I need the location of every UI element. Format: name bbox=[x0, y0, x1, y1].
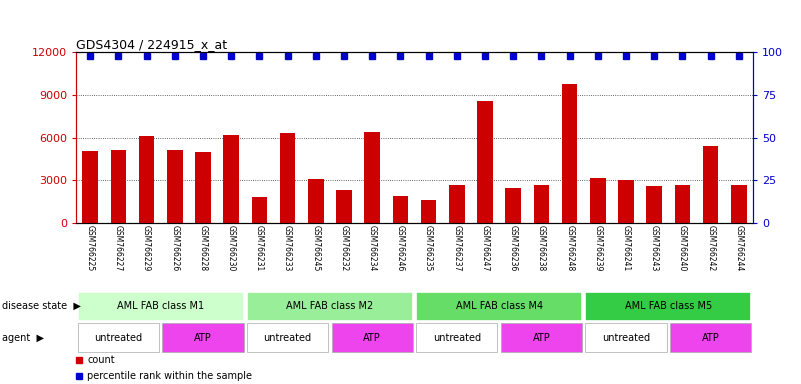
Text: GSM766230: GSM766230 bbox=[227, 225, 235, 271]
Text: GSM766233: GSM766233 bbox=[283, 225, 292, 271]
Text: GSM766247: GSM766247 bbox=[481, 225, 489, 271]
Text: AML FAB class M4: AML FAB class M4 bbox=[456, 301, 543, 311]
Text: GSM766227: GSM766227 bbox=[114, 225, 123, 271]
Bar bbox=[562, 84, 578, 223]
Text: GSM766228: GSM766228 bbox=[199, 225, 207, 271]
Text: ATP: ATP bbox=[702, 333, 719, 343]
Bar bbox=[501, 323, 582, 352]
Bar bbox=[477, 101, 493, 223]
Bar bbox=[505, 187, 521, 223]
Bar bbox=[195, 152, 211, 223]
Bar bbox=[731, 185, 747, 223]
Bar bbox=[417, 291, 582, 321]
Bar bbox=[417, 323, 497, 352]
Text: percentile rank within the sample: percentile rank within the sample bbox=[87, 371, 252, 381]
Bar bbox=[618, 180, 634, 223]
Text: untreated: untreated bbox=[602, 333, 650, 343]
Text: ATP: ATP bbox=[364, 333, 381, 343]
Text: AML FAB class M1: AML FAB class M1 bbox=[117, 301, 204, 311]
Text: GSM766244: GSM766244 bbox=[735, 225, 743, 271]
Text: untreated: untreated bbox=[433, 333, 481, 343]
Text: GSM766237: GSM766237 bbox=[453, 225, 461, 271]
Text: GSM766242: GSM766242 bbox=[706, 225, 715, 271]
Bar bbox=[111, 151, 126, 223]
Text: AML FAB class M2: AML FAB class M2 bbox=[286, 301, 373, 311]
Bar bbox=[83, 151, 98, 223]
Text: GSM766236: GSM766236 bbox=[509, 225, 517, 271]
Text: GDS4304 / 224915_x_at: GDS4304 / 224915_x_at bbox=[76, 38, 227, 51]
Bar bbox=[533, 185, 549, 223]
Text: ATP: ATP bbox=[533, 333, 550, 343]
Text: GSM766241: GSM766241 bbox=[622, 225, 630, 271]
Bar bbox=[586, 323, 666, 352]
Bar bbox=[586, 291, 751, 321]
Bar bbox=[280, 133, 296, 223]
Text: count: count bbox=[87, 354, 115, 365]
Bar bbox=[252, 197, 268, 223]
Bar bbox=[163, 323, 244, 352]
Bar bbox=[703, 146, 718, 223]
Text: GSM766238: GSM766238 bbox=[537, 225, 546, 271]
Text: untreated: untreated bbox=[264, 333, 312, 343]
Text: GSM766240: GSM766240 bbox=[678, 225, 687, 271]
Bar bbox=[223, 135, 239, 223]
Bar bbox=[449, 185, 465, 223]
Text: GSM766234: GSM766234 bbox=[368, 225, 376, 271]
Text: GSM766232: GSM766232 bbox=[340, 225, 348, 271]
Text: GSM766248: GSM766248 bbox=[566, 225, 574, 271]
Text: ATP: ATP bbox=[194, 333, 212, 343]
Text: GSM766229: GSM766229 bbox=[142, 225, 151, 271]
Bar bbox=[336, 190, 352, 223]
Text: GSM766245: GSM766245 bbox=[312, 225, 320, 271]
Bar bbox=[78, 323, 159, 352]
Text: GSM766226: GSM766226 bbox=[171, 225, 179, 271]
Text: agent  ▶: agent ▶ bbox=[2, 333, 43, 343]
Bar bbox=[670, 323, 751, 352]
Text: untreated: untreated bbox=[95, 333, 143, 343]
Bar bbox=[332, 323, 413, 352]
Bar bbox=[364, 132, 380, 223]
Bar bbox=[247, 291, 413, 321]
Bar bbox=[78, 291, 244, 321]
Text: GSM766246: GSM766246 bbox=[396, 225, 405, 271]
Bar bbox=[392, 196, 409, 223]
Text: disease state  ▶: disease state ▶ bbox=[2, 301, 80, 311]
Bar bbox=[421, 200, 437, 223]
Text: GSM766239: GSM766239 bbox=[594, 225, 602, 271]
Text: AML FAB class M5: AML FAB class M5 bbox=[625, 301, 712, 311]
Bar bbox=[646, 186, 662, 223]
Bar bbox=[674, 185, 690, 223]
Bar bbox=[590, 177, 606, 223]
Bar bbox=[139, 136, 155, 223]
Bar bbox=[247, 323, 328, 352]
Bar bbox=[167, 151, 183, 223]
Bar bbox=[308, 179, 324, 223]
Text: GSM766243: GSM766243 bbox=[650, 225, 658, 271]
Text: GSM766235: GSM766235 bbox=[424, 225, 433, 271]
Text: GSM766231: GSM766231 bbox=[255, 225, 264, 271]
Text: GSM766225: GSM766225 bbox=[86, 225, 95, 271]
